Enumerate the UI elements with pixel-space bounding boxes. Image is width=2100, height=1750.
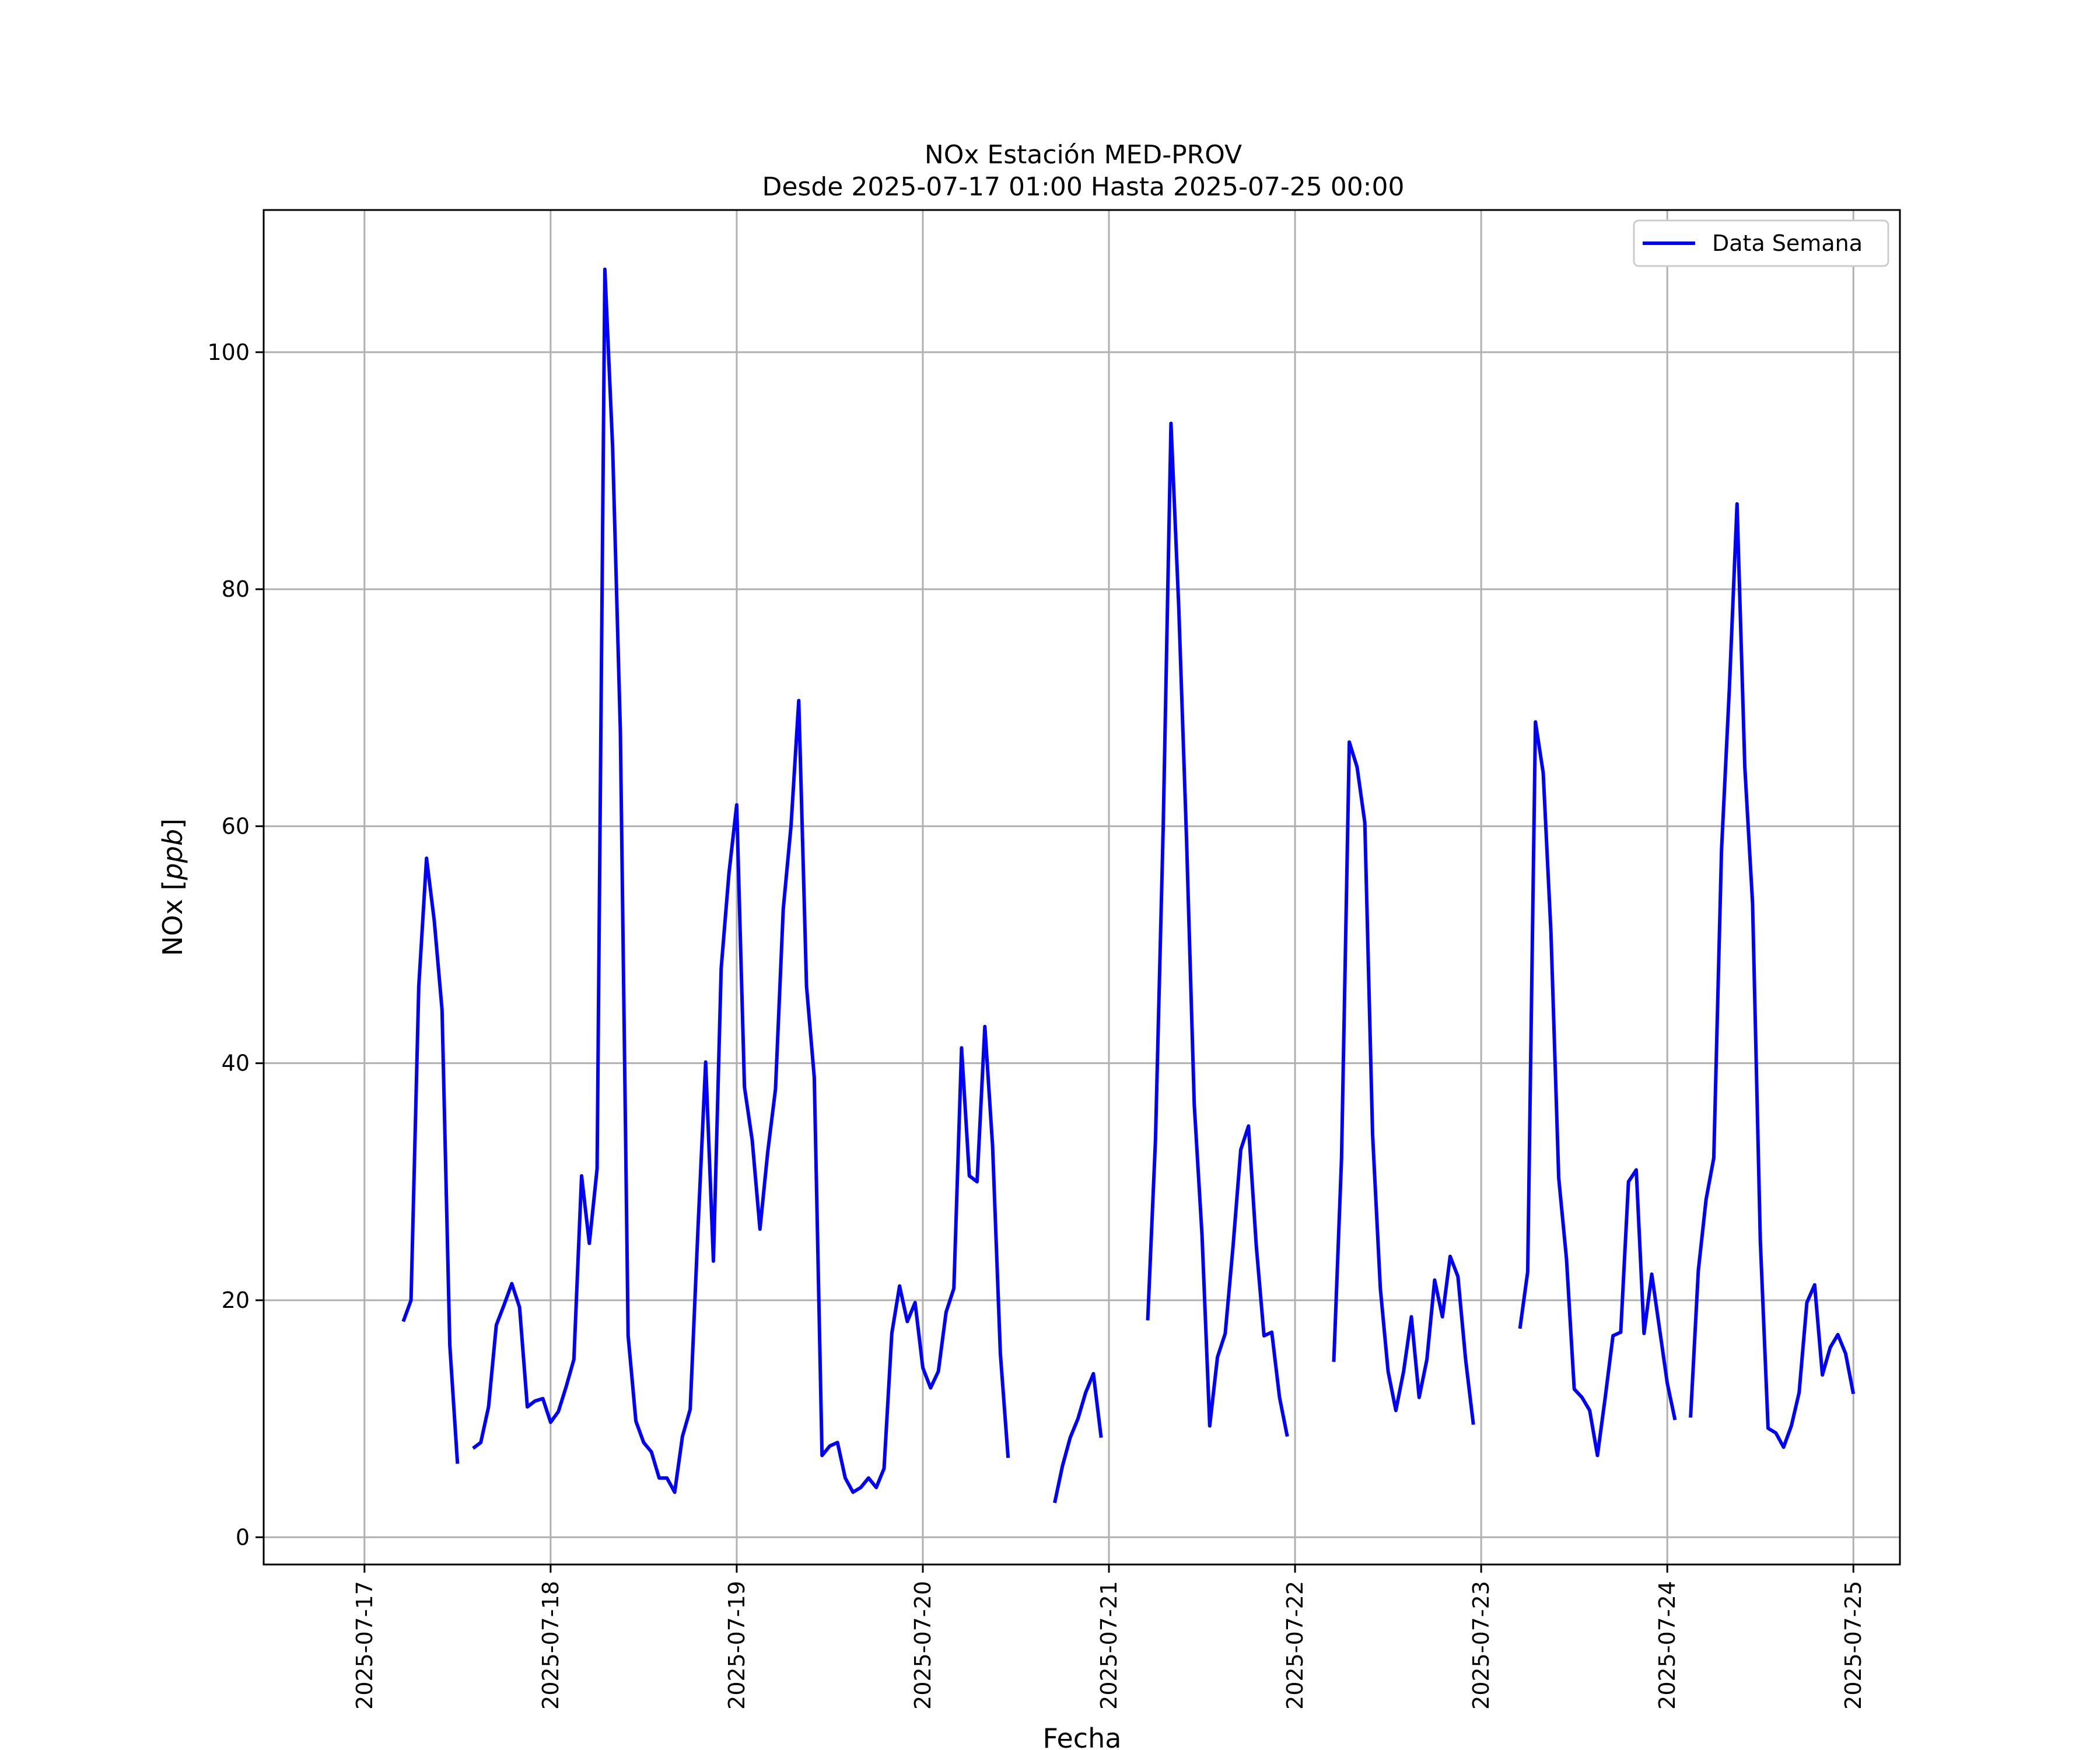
y-tick-label: 40 [222,1051,250,1076]
series-line-segment [1689,502,1856,1449]
y-axis-label-prefix: NOx [ [157,880,188,956]
x-tick-label: 2025-07-18 [538,1581,564,1710]
grid-layer [264,210,1900,1564]
y-axis-label: NOx [ppb] [157,818,188,956]
x-tick-label: 2025-07-24 [1654,1581,1680,1710]
x-tick-label: 2025-07-17 [352,1581,377,1710]
legend-label: Data Semana [1712,230,1863,256]
series-line-segment [1146,421,1289,1437]
y-axis-label-unit: ppb [157,829,188,881]
x-tick-label: 2025-07-21 [1096,1581,1122,1710]
series-layer [401,267,1856,1504]
tick-layer: 2025-07-17 2025-07-18 2025-07-19 2025-07-20… [207,340,1866,1710]
x-axis-label: Fecha [1043,1723,1122,1750]
y-axis-label-suffix: ] [157,818,188,829]
series-line-segment [1053,1371,1103,1504]
series-line-segment [401,856,460,1464]
x-tick-label: 2025-07-25 [1840,1581,1866,1710]
y-tick-label: 100 [207,340,250,365]
plot-area-background [264,210,1900,1564]
series-line-segment [1332,740,1475,1425]
y-tick-label: 60 [222,813,250,839]
x-tick-label: 2025-07-19 [724,1581,750,1710]
chart-title-line2: Desde 2025-07-17 01:00 Hasta 2025-07-25 … [762,172,1404,202]
legend-box [1633,219,1889,267]
y-tick-label: 0 [236,1524,250,1550]
x-tick-label: 2025-07-23 [1468,1581,1494,1710]
series-line-segment [1518,720,1677,1458]
y-tick-label: 80 [222,576,250,602]
y-tick-label: 20 [222,1287,250,1313]
x-tick-label: 2025-07-22 [1282,1581,1308,1710]
series-line-segment [472,267,1010,1494]
legend: Data Semana [1633,219,1889,267]
x-tick-label: 2025-07-20 [910,1581,936,1710]
chart-title-line1: NOx Estación MED-PROV [925,140,1242,170]
plot-frame [262,209,1901,1566]
